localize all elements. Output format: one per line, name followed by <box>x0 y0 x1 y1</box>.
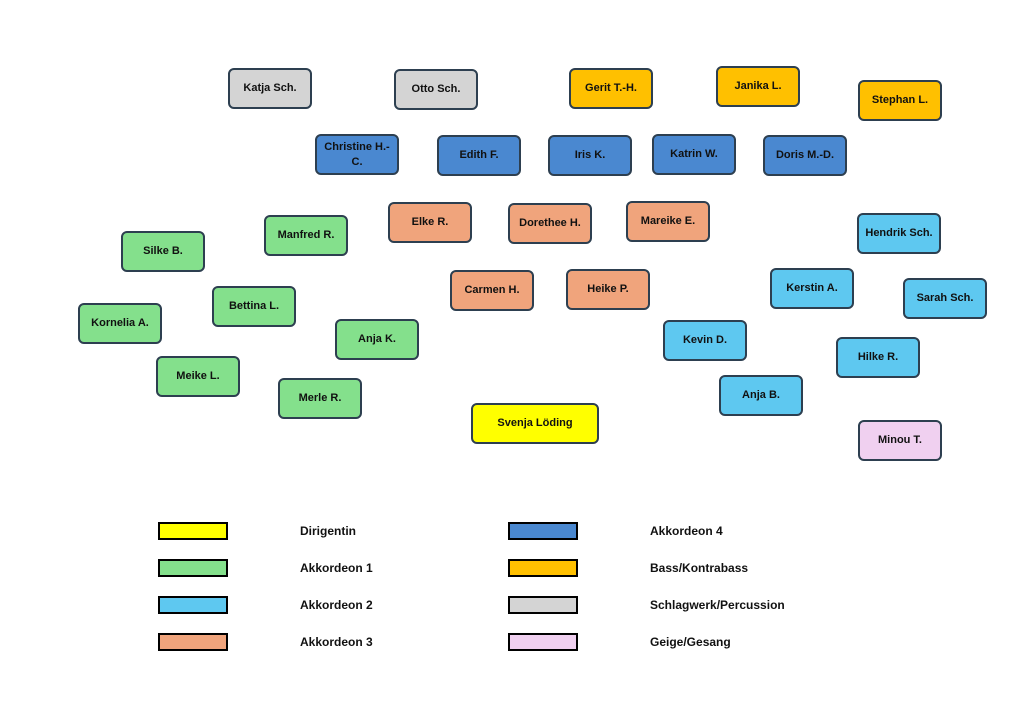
seat: Merle R. <box>278 378 362 419</box>
seat: Anja B. <box>719 375 803 416</box>
seat: Carmen H. <box>450 270 534 311</box>
seat: Mareike E. <box>626 201 710 242</box>
seat: Kevin D. <box>663 320 747 361</box>
legend-label: Akkordeon 4 <box>650 524 723 538</box>
seat: Hilke R. <box>836 337 920 378</box>
seat: Hendrik Sch. <box>857 213 941 254</box>
legend-swatch <box>158 522 228 540</box>
seat: Anja K. <box>335 319 419 360</box>
seat: Bettina L. <box>212 286 296 327</box>
seat: Svenja Löding <box>471 403 599 444</box>
seat: Elke R. <box>388 202 472 243</box>
seat: Iris K. <box>548 135 632 176</box>
legend-label: Geige/Gesang <box>650 635 731 649</box>
legend-label: Schlagwerk/Percussion <box>650 598 785 612</box>
seat: Minou T. <box>858 420 942 461</box>
legend-label: Akkordeon 3 <box>300 635 373 649</box>
legend-swatch <box>508 596 578 614</box>
seat: Doris M.-D. <box>763 135 847 176</box>
seat: Manfred R. <box>264 215 348 256</box>
legend-swatch <box>158 633 228 651</box>
seat: Katja Sch. <box>228 68 312 109</box>
seat: Heike P. <box>566 269 650 310</box>
seat: Christine H.-C. <box>315 134 399 175</box>
legend-swatch <box>508 522 578 540</box>
seat: Edith F. <box>437 135 521 176</box>
legend-swatch <box>158 596 228 614</box>
seat: Gerit T.-H. <box>569 68 653 109</box>
seat: Otto Sch. <box>394 69 478 110</box>
seat: Janika L. <box>716 66 800 107</box>
seat: Kerstin A. <box>770 268 854 309</box>
seat: Dorethee H. <box>508 203 592 244</box>
legend-swatch <box>508 633 578 651</box>
legend-label: Akkordeon 2 <box>300 598 373 612</box>
legend-swatch <box>508 559 578 577</box>
legend-label: Bass/Kontrabass <box>650 561 749 575</box>
seat: Stephan L. <box>858 80 942 121</box>
seat: Meike L. <box>156 356 240 397</box>
legend-label: Dirigentin <box>300 524 356 538</box>
legend-label: Akkordeon 1 <box>300 561 373 575</box>
seat: Katrin W. <box>652 134 736 175</box>
seat: Kornelia A. <box>78 303 162 344</box>
seat: Silke B. <box>121 231 205 272</box>
legend-swatch <box>158 559 228 577</box>
seat: Sarah Sch. <box>903 278 987 319</box>
